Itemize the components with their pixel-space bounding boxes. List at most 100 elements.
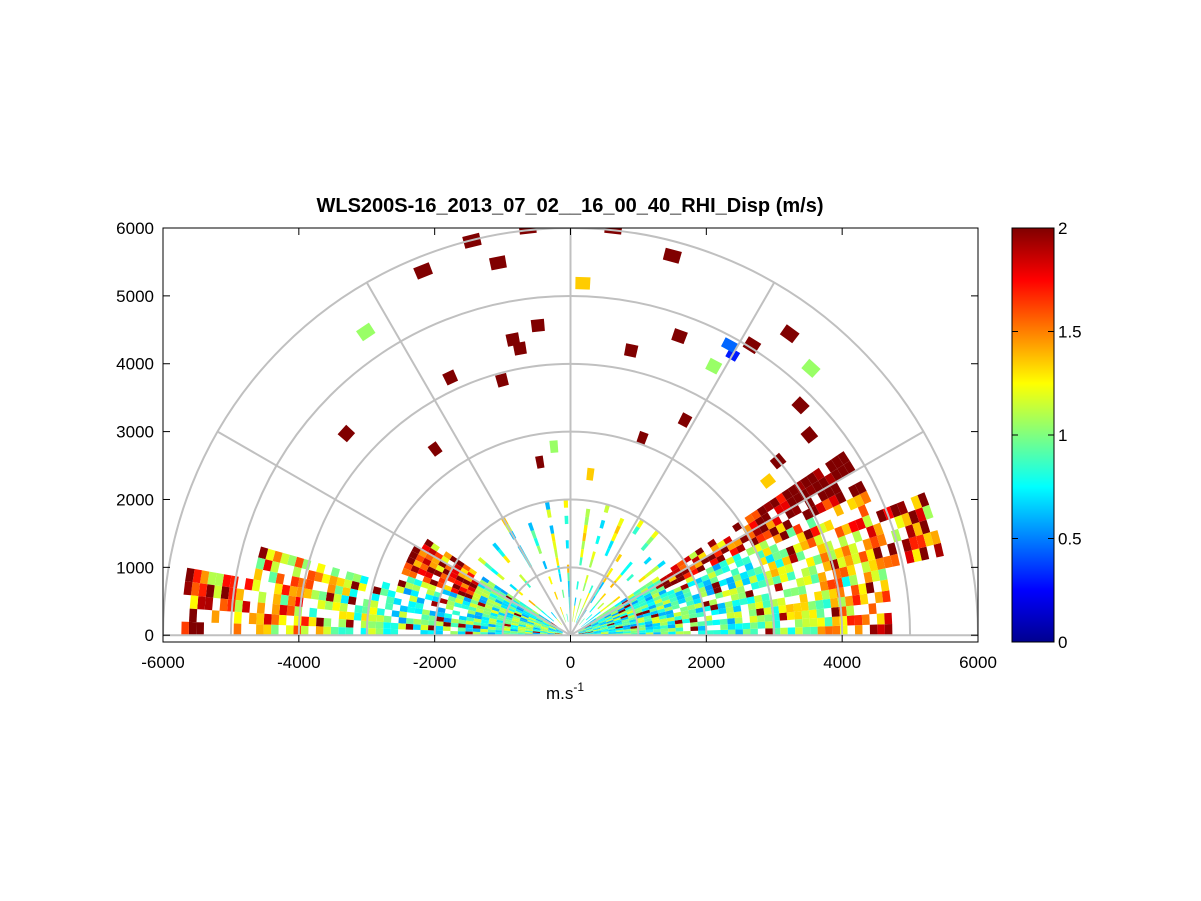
heatmap-cell xyxy=(800,601,809,611)
heatmap-cell xyxy=(694,602,703,609)
heatmap-cell xyxy=(521,613,529,619)
heatmap-cell xyxy=(427,441,443,457)
heatmap-cell xyxy=(652,622,661,627)
heatmap-cell xyxy=(593,633,601,635)
heatmap-cell xyxy=(615,626,623,629)
heatmap-cell xyxy=(643,556,652,565)
heatmap-cell xyxy=(810,573,820,584)
heatmap-cell xyxy=(548,576,553,585)
heatmap-cell xyxy=(601,632,609,635)
heatmap-cell xyxy=(737,591,747,600)
heatmap-cell xyxy=(645,536,655,545)
heatmap-cell xyxy=(346,611,355,621)
heatmap-cell xyxy=(779,324,800,344)
heatmap-cell xyxy=(190,582,200,597)
heatmap-cell xyxy=(708,598,718,606)
heatmap-cell xyxy=(802,508,813,521)
heatmap-cell xyxy=(653,579,662,587)
heatmap-cell xyxy=(598,618,606,623)
heatmap-cell xyxy=(499,607,508,612)
heatmap-cell xyxy=(397,579,407,588)
heatmap-cell xyxy=(585,631,594,633)
heatmap-cell xyxy=(466,613,475,619)
heatmap-cell xyxy=(787,627,796,636)
heatmap-cell xyxy=(427,583,437,592)
heatmap-cell xyxy=(263,624,272,636)
heatmap-cell xyxy=(578,630,586,633)
heatmap-cell xyxy=(506,593,515,600)
heatmap-cell xyxy=(623,626,631,630)
heatmap-cell xyxy=(608,627,616,630)
heatmap-cell xyxy=(526,622,534,626)
heatmap-cell xyxy=(638,575,647,583)
heatmap-cell xyxy=(635,614,644,619)
y-tick-label: 4000 xyxy=(116,355,154,374)
heatmap-cell xyxy=(584,625,592,629)
heatmap-cell xyxy=(198,583,208,597)
heatmap-cell xyxy=(825,626,833,636)
heatmap-cell xyxy=(515,589,524,596)
heatmap-cell xyxy=(772,575,782,585)
heatmap-cell xyxy=(846,564,857,577)
heatmap-cell xyxy=(777,565,787,576)
heatmap-cell xyxy=(310,589,320,600)
heatmap-cell xyxy=(413,262,433,280)
heatmap-cell xyxy=(285,625,294,636)
heatmap-cell xyxy=(686,600,695,607)
heatmap-cell xyxy=(272,550,283,563)
heatmap-cell xyxy=(503,623,511,627)
heatmap-cell xyxy=(846,615,855,626)
heatmap-cell xyxy=(390,622,399,630)
heatmap-cell xyxy=(718,607,727,615)
heatmap-cell xyxy=(732,553,742,563)
heatmap-cell xyxy=(387,589,396,598)
heatmap-cell xyxy=(806,537,817,549)
heatmap-cell xyxy=(591,551,596,560)
heatmap-cell xyxy=(585,629,594,632)
x-tick-label: -2000 xyxy=(413,653,456,672)
heatmap-cell xyxy=(280,594,289,606)
heatmap-cell xyxy=(700,556,710,565)
heatmap-cell xyxy=(624,343,639,358)
heatmap-cell xyxy=(779,573,789,583)
heatmap-cell xyxy=(656,605,665,611)
heatmap-cell xyxy=(681,614,690,620)
heatmap-cell xyxy=(816,543,827,555)
heatmap-cell xyxy=(551,533,556,542)
heatmap-cell xyxy=(824,616,833,627)
heatmap-cell xyxy=(833,504,845,517)
heatmap-cell xyxy=(651,576,660,584)
heatmap-cell xyxy=(593,629,601,632)
heatmap-cell xyxy=(645,623,653,628)
heatmap-cell xyxy=(253,568,263,581)
heatmap-cell xyxy=(572,613,574,622)
heatmap-cell xyxy=(415,602,424,610)
heatmap-cell xyxy=(817,571,827,583)
heatmap-cell xyxy=(461,604,470,610)
heatmap-cell xyxy=(611,612,619,617)
heatmap-cell xyxy=(334,585,344,595)
heatmap-cell xyxy=(592,624,600,629)
heatmap-cell xyxy=(753,594,763,603)
heatmap-cell xyxy=(435,630,443,636)
heatmap-cell xyxy=(853,494,865,508)
heatmap-cell xyxy=(675,623,683,628)
heatmap-cell xyxy=(502,630,511,634)
heatmap-cell xyxy=(638,630,646,633)
heatmap-cell xyxy=(257,591,267,604)
heatmap-cell xyxy=(683,571,692,580)
heatmap-cell xyxy=(680,583,689,591)
heatmap-cell xyxy=(592,625,600,629)
heatmap-cell xyxy=(287,595,297,607)
heatmap-cell xyxy=(454,598,464,605)
heatmap-cell xyxy=(262,559,273,572)
heatmap-cell xyxy=(735,629,743,636)
heatmap-cell xyxy=(780,627,788,636)
angle-spoke xyxy=(570,430,924,637)
heatmap-cell xyxy=(500,588,508,596)
heatmap-cell xyxy=(542,560,548,570)
heatmap-cell xyxy=(502,628,511,631)
heatmap-cell xyxy=(781,488,793,501)
heatmap-cell xyxy=(822,560,833,572)
heatmap-cell xyxy=(475,608,484,614)
